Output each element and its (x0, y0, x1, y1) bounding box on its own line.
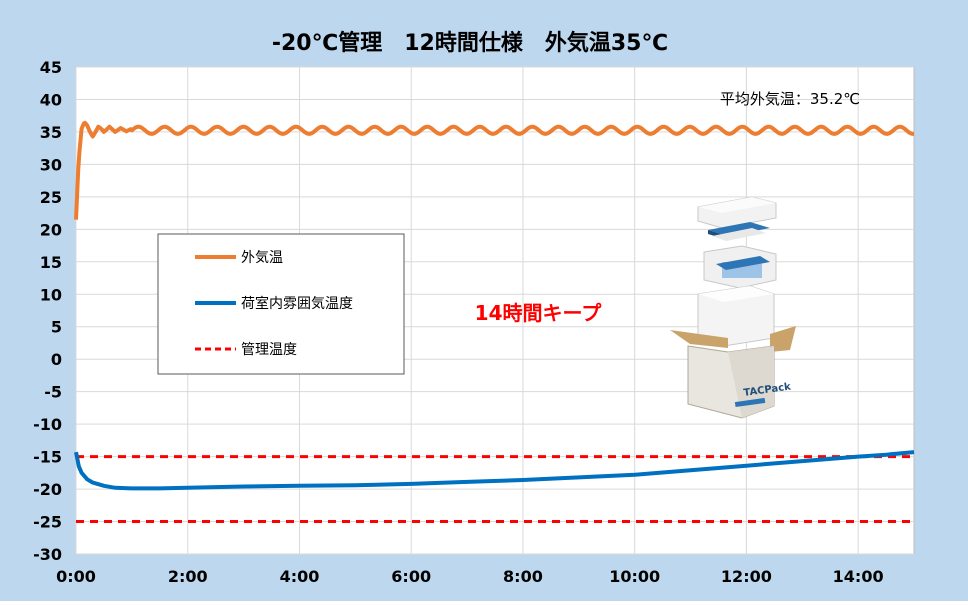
y-tick-label: -25 (33, 513, 62, 532)
y-tick-label: 0 (51, 350, 62, 369)
x-tick-label: 0:00 (56, 567, 96, 586)
series-layer (74, 120, 915, 524)
x-axis-ticks: 0:00 2:00 4:00 6:00 8:00 10:00 12:00 14:00 (56, 567, 884, 586)
x-tick-label: 14:00 (833, 567, 884, 586)
y-tick-label: 25 (40, 188, 62, 207)
legend-label-cargo: 荷室内雰囲気温度 (241, 295, 353, 312)
y-tick-label: 15 (40, 253, 62, 272)
y-tick-label: 35 (40, 123, 62, 142)
legend-label-control: 管理温度 (241, 342, 297, 358)
average-temperature-annotation: 平均外気温：35.2℃ (720, 90, 860, 108)
y-tick-label: 10 (40, 285, 62, 304)
y-tick-label: 40 (40, 90, 62, 109)
legend-label-outdoor: 外気温 (241, 250, 283, 266)
x-tick-label: 2:00 (168, 567, 208, 586)
y-tick-label: -15 (33, 448, 62, 467)
outdoor-temperature-line (74, 120, 915, 220)
x-tick-label: 12:00 (721, 567, 772, 586)
y-tick-label: 20 (40, 220, 62, 239)
x-tick-label: 10:00 (609, 567, 660, 586)
product-photo: TACPack (670, 196, 796, 419)
y-axis-ticks: 45 40 35 30 25 20 15 10 5 0 -5 -10 -15 -20 -25 -30 (33, 58, 62, 564)
keep-time-annotation: 14時間キープ (475, 301, 603, 325)
cargo-temperature-line (74, 450, 915, 491)
y-tick-label: 5 (51, 318, 62, 337)
y-tick-label: 45 (40, 58, 62, 77)
x-tick-label: 6:00 (391, 567, 431, 586)
x-tick-label: 8:00 (503, 567, 543, 586)
x-tick-label: 4:00 (280, 567, 320, 586)
y-tick-label: -10 (33, 415, 62, 434)
legend: 外気温 荷室内雰囲気温度 管理温度 (157, 233, 405, 375)
y-tick-label: 30 (40, 155, 62, 174)
y-tick-label: -5 (44, 383, 62, 402)
y-tick-label: -30 (33, 545, 62, 564)
chart-title: -20℃管理 12時間仕様 外気温35℃ (272, 30, 668, 56)
y-tick-label: -20 (33, 480, 62, 499)
